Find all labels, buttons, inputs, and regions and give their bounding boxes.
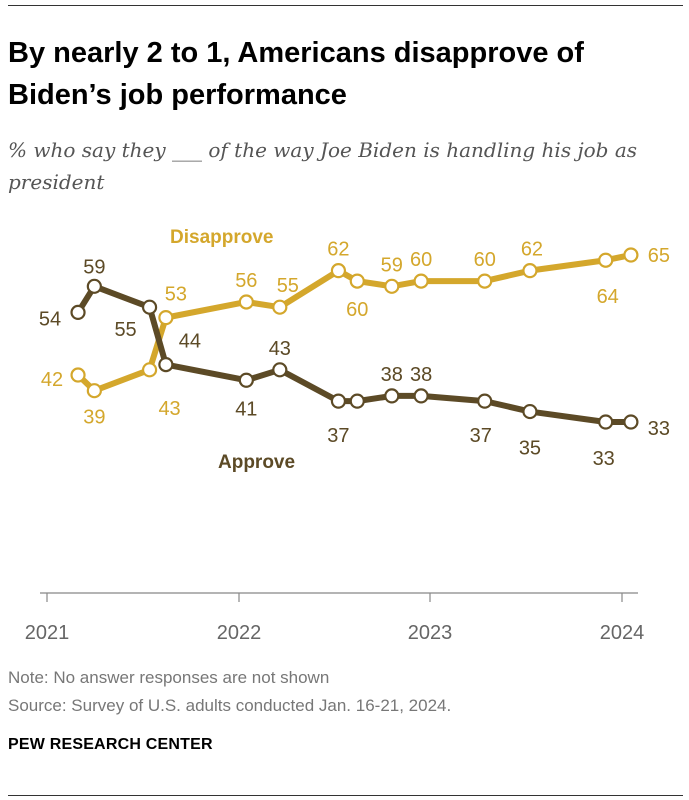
data-point-disapprove [70, 367, 86, 383]
data-point-approve [384, 388, 400, 404]
data-point-disapprove [522, 263, 538, 279]
data-point-approve [238, 372, 254, 388]
data-label-disapprove: 56 [235, 270, 257, 292]
line-chart: 2021 2022 2023 2024 42 39 43 53 56 55 62 60 59 60 60 62… [25, 227, 670, 644]
data-label-approve: 35 [519, 438, 541, 460]
data-point-approve [70, 304, 86, 321]
data-label-approve: 59 [83, 256, 105, 278]
data-label-disapprove: 39 [83, 407, 105, 429]
x-tick-label: 2024 [600, 622, 645, 644]
data-point-approve [623, 414, 639, 430]
data-point-disapprove [349, 273, 365, 289]
data-label-disapprove: 60 [346, 299, 368, 321]
series-line-approve [75, 283, 634, 425]
data-label-disapprove: 60 [474, 249, 496, 271]
data-label-approve: 33 [593, 448, 615, 470]
data-point-approve [272, 362, 288, 378]
data-point-approve [522, 403, 538, 420]
top-rule [8, 5, 683, 6]
data-point-disapprove [477, 273, 493, 289]
data-point-approve [86, 278, 102, 294]
data-point-disapprove [158, 310, 174, 326]
x-tick-label: 2022 [217, 622, 262, 644]
brand-logo-text: PEW RESEARCH CENTER [8, 736, 213, 753]
data-point-approve [141, 299, 158, 315]
data-label-disapprove: 62 [521, 239, 543, 261]
data-label-disapprove: 43 [158, 398, 180, 420]
data-point-approve [598, 414, 614, 430]
data-label-approve: 38 [381, 364, 403, 386]
series-line-disapprove [75, 252, 634, 394]
data-label-approve: 41 [235, 398, 257, 420]
data-label-approve: 55 [114, 319, 136, 341]
data-point-disapprove [330, 263, 347, 279]
data-label-disapprove: 42 [41, 369, 63, 391]
data-point-approve [158, 356, 174, 373]
data-label-approve: 38 [410, 364, 432, 386]
data-label-disapprove: 53 [165, 284, 187, 306]
data-point-disapprove [598, 252, 614, 268]
series-label-approve: Approve [218, 452, 295, 473]
series-label-disapprove: Disapprove [170, 227, 273, 248]
bottom-rule [8, 795, 683, 796]
data-point-disapprove [384, 278, 400, 294]
data-label-disapprove: 64 [597, 286, 619, 308]
data-point-disapprove [141, 362, 158, 378]
data-label-approve: 44 [179, 331, 201, 353]
data-label-disapprove: 55 [277, 275, 299, 297]
x-tick-label: 2021 [25, 622, 70, 644]
data-point-disapprove [413, 273, 429, 289]
data-point-disapprove [272, 299, 288, 315]
data-label-approve: 37 [327, 425, 349, 447]
data-point-approve [349, 393, 365, 409]
chart-note: Note: No answer responses are not shown [8, 668, 330, 687]
data-point-approve [330, 393, 347, 409]
chart-source: Source: Survey of U.S. adults conducted … [8, 696, 452, 715]
chart-title: By nearly 2 to 1, Americans disapprove o… [8, 37, 584, 111]
data-label-disapprove: 62 [327, 239, 349, 261]
chart-subtitle: % who say they ___ of the way Joe Biden … [8, 138, 638, 194]
data-label-disapprove: 59 [381, 254, 403, 276]
data-label-disapprove: 65 [648, 245, 670, 267]
data-label-approve: 54 [39, 308, 61, 330]
data-label-approve: 33 [648, 418, 670, 440]
data-point-approve [477, 393, 493, 409]
data-point-disapprove [86, 383, 102, 399]
data-point-approve [413, 388, 429, 404]
data-point-disapprove [623, 247, 639, 263]
data-label-disapprove: 60 [410, 249, 432, 271]
data-label-approve: 43 [269, 338, 291, 360]
data-label-approve: 37 [470, 425, 492, 447]
data-point-disapprove [238, 294, 254, 310]
x-tick-label: 2023 [408, 622, 453, 644]
